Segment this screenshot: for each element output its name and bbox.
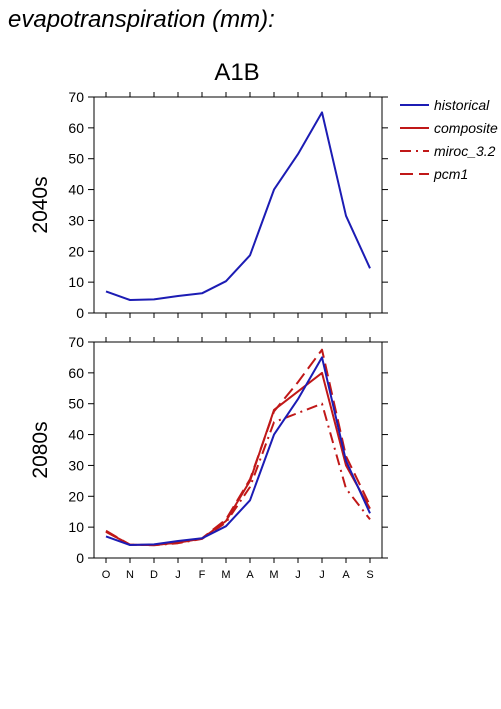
x-tick-label: J	[319, 569, 325, 581]
plot-frame	[93, 341, 383, 559]
x-tick-label: M	[269, 569, 278, 581]
x-tick-label: O	[102, 569, 111, 581]
y-tick-label: 0	[76, 550, 84, 566]
x-tick-label: F	[199, 569, 206, 581]
y-tick-label: 70	[68, 89, 84, 105]
scenario-title: A1B	[214, 59, 259, 86]
x-tick-label: D	[150, 569, 158, 581]
y-tick-label: 30	[68, 212, 84, 228]
x-tick-label: J	[175, 569, 181, 581]
y-tick-label: 20	[68, 488, 84, 504]
series-line-miroc_3.2	[105, 402, 371, 547]
y-tick-label: 20	[68, 243, 84, 259]
series-line-composite	[105, 371, 371, 546]
y-tick-label: 10	[68, 274, 84, 290]
x-tick-label: A	[342, 569, 350, 581]
y-tick-label: 30	[68, 457, 84, 473]
y-tick-label: 50	[68, 396, 84, 412]
y-tick-label: 0	[76, 305, 84, 321]
panel-2080s: 0 10 20 30 40 50 60 70 O N D J F M A M J J A S 2080s	[29, 334, 388, 581]
x-tick-label: J	[295, 569, 301, 581]
plot-frame	[93, 96, 383, 314]
x-tick-label: S	[366, 569, 373, 581]
y-tick-label: 60	[68, 120, 84, 136]
y-tick-label: 50	[68, 151, 84, 167]
panel-2040s: 0 10 20 30 40 50 60 70 2040s	[29, 89, 388, 321]
x-tick-label: M	[221, 569, 230, 581]
y-tick-label: 70	[68, 334, 84, 350]
legend-label-composite: composite	[434, 120, 498, 136]
legend: historical composite miroc_3.2 pcm1	[400, 97, 498, 182]
chart-panels: 0 10 20 30 40 50 60 70 2040s 0 10 20 30 40 50 60 70 O N D J F…	[29, 89, 388, 581]
y-tick-label: 40	[68, 427, 84, 443]
series-line-historical	[105, 111, 371, 301]
series-line-pcm1	[105, 348, 371, 546]
legend-label-pcm1: pcm1	[433, 166, 468, 182]
legend-label-miroc_3.2: miroc_3.2	[434, 143, 496, 159]
y-tick-label: 40	[68, 182, 84, 198]
series-line-historical	[105, 356, 371, 546]
y-axis-label: 2080s	[29, 421, 52, 478]
legend-label-historical: historical	[434, 97, 490, 113]
page-title: evapotranspiration (mm):	[8, 6, 275, 33]
x-tick-label: A	[246, 569, 254, 581]
y-axis-label: 2040s	[29, 176, 52, 233]
y-tick-label: 10	[68, 519, 84, 535]
x-tick-label: N	[126, 569, 134, 581]
y-tick-label: 60	[68, 365, 84, 381]
